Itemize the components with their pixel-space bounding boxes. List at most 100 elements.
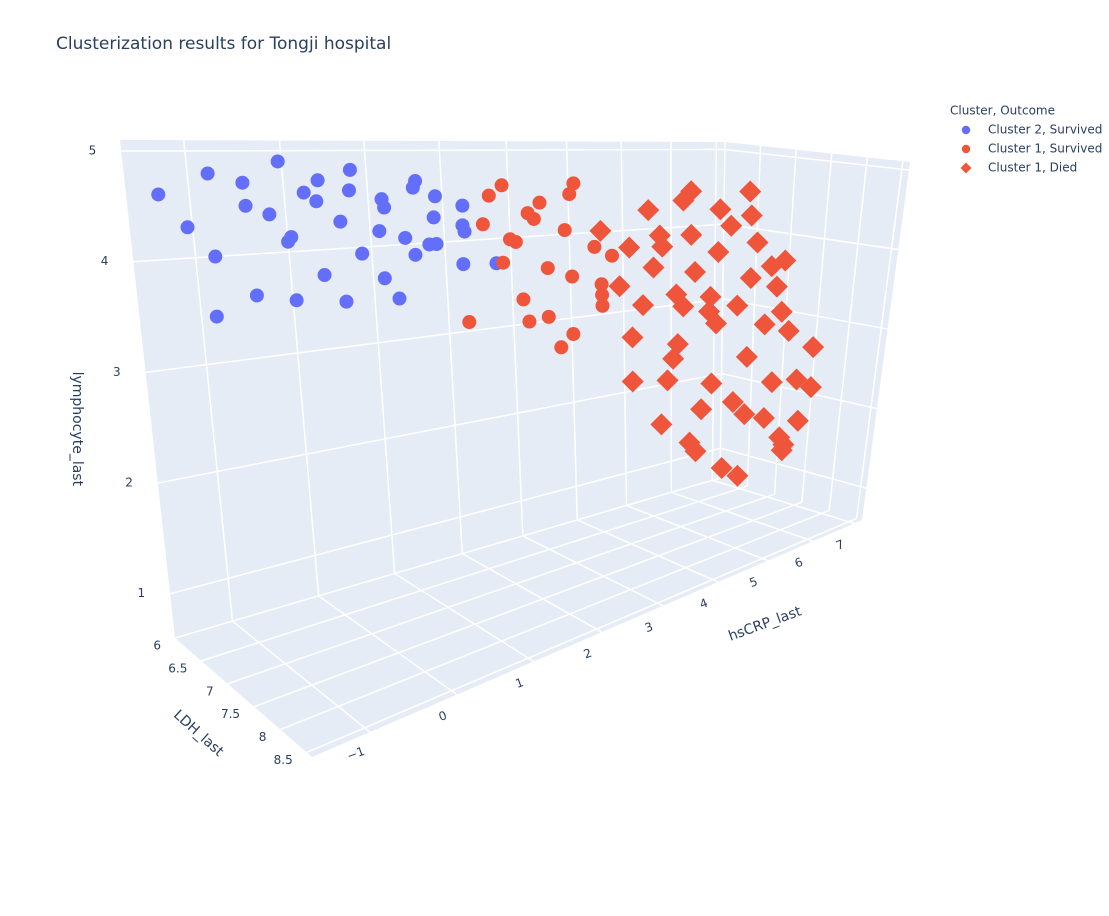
grid-line	[201, 485, 748, 662]
circle-marker	[541, 309, 556, 324]
legend-symbol	[960, 162, 972, 174]
x-tick-label: 3	[643, 619, 655, 635]
circle-marker	[281, 234, 296, 249]
y-tick-label: 7	[206, 684, 214, 698]
x-axis-title: hsCRP_last	[726, 603, 804, 644]
diamond-marker	[785, 368, 808, 391]
diamond-marker	[802, 336, 825, 359]
grid-line	[801, 153, 833, 503]
diamond-marker	[672, 189, 695, 212]
diamond-marker	[760, 371, 783, 394]
z-tick-label: 4	[101, 254, 109, 268]
diamond-marker	[656, 369, 679, 392]
circle-marker	[457, 224, 472, 239]
circle-marker	[151, 187, 166, 202]
diamond-marker	[774, 249, 797, 272]
diamond-marker	[726, 464, 749, 487]
diamond-marker	[765, 275, 788, 298]
z-tick-label: 5	[89, 144, 97, 158]
circle-marker	[475, 217, 490, 232]
z-tick-label: 1	[137, 586, 145, 600]
diamond-marker	[707, 240, 730, 263]
circle-marker	[554, 340, 569, 355]
circle-marker	[594, 277, 609, 292]
circle-marker	[456, 257, 471, 272]
circle-marker	[562, 187, 577, 202]
grid-line	[620, 141, 628, 506]
diamond-marker	[700, 372, 723, 395]
x-tick-label: 5	[748, 574, 760, 590]
diamond-marker	[709, 198, 732, 221]
diamond-marker	[637, 199, 660, 222]
circle-marker	[342, 162, 357, 177]
x-tick-label: −1	[345, 744, 366, 763]
diamond-marker	[710, 456, 733, 479]
circle-marker	[422, 237, 437, 252]
circle-marker	[339, 294, 354, 309]
circle-marker	[557, 223, 572, 238]
grid-line	[576, 519, 719, 583]
grid-line	[746, 145, 762, 487]
x-tick-label: 0	[437, 708, 449, 724]
grid-line	[231, 620, 371, 733]
circle-marker	[296, 185, 311, 200]
grid-line	[855, 161, 904, 519]
grid-line	[253, 501, 803, 708]
circle-marker	[270, 154, 285, 169]
grid-line	[169, 447, 867, 595]
diamond-marker	[726, 294, 749, 317]
x-tick-label: 1	[514, 675, 526, 691]
circle-marker	[238, 198, 253, 213]
circle-marker	[604, 248, 619, 263]
y-tick-label: 8	[259, 730, 267, 744]
circle-marker	[595, 298, 610, 313]
grid-line	[671, 491, 814, 542]
circle-marker	[355, 246, 370, 261]
diamond-marker	[672, 295, 695, 318]
diamond-marker	[777, 319, 800, 342]
grid-line	[626, 504, 768, 562]
grid-line	[505, 141, 524, 536]
diamond-marker	[589, 219, 612, 242]
z-axis-title: lymphocyte_last	[69, 372, 85, 487]
circle-marker	[398, 230, 413, 245]
diamond-marker	[650, 413, 673, 436]
circle-marker	[426, 210, 441, 225]
y-tick-label: 6.5	[168, 661, 187, 675]
diamond-marker	[720, 214, 743, 237]
grid-line	[461, 553, 603, 633]
diamond-marker	[648, 224, 671, 247]
circle-marker	[532, 195, 547, 210]
circle-marker	[333, 214, 348, 229]
x-tick-label: 2	[582, 646, 594, 662]
diamond-marker	[621, 326, 644, 349]
diamond-marker	[770, 300, 793, 323]
grid-line	[522, 535, 664, 607]
circle-marker	[481, 188, 496, 203]
floor-pane	[175, 478, 862, 757]
y-tick-label: 7.5	[221, 707, 240, 721]
circle-marker	[372, 224, 387, 239]
grid-line	[712, 479, 855, 525]
grid-line	[363, 140, 396, 574]
diamond-marker	[752, 406, 775, 429]
diamond-marker	[621, 370, 644, 393]
grid-line	[828, 157, 869, 511]
circle-marker	[427, 189, 442, 204]
diamond-marker	[735, 345, 758, 368]
x-tick-label: 4	[698, 596, 710, 612]
chart-title: Clusterization results for Tongji hospit…	[56, 34, 391, 54]
circle-marker	[540, 261, 555, 276]
circle-marker	[566, 176, 581, 191]
circle-marker	[249, 288, 264, 303]
circle-marker	[494, 178, 509, 193]
circle-marker	[522, 314, 537, 329]
grid-line	[306, 517, 857, 754]
circle-marker	[496, 255, 511, 270]
circle-marker	[310, 173, 325, 188]
diamond-marker	[618, 236, 641, 259]
legend-title: Cluster, Outcome	[950, 104, 1055, 118]
legend-label: Cluster 2, Survived	[988, 123, 1102, 137]
x-tick-label: 6	[793, 555, 805, 571]
